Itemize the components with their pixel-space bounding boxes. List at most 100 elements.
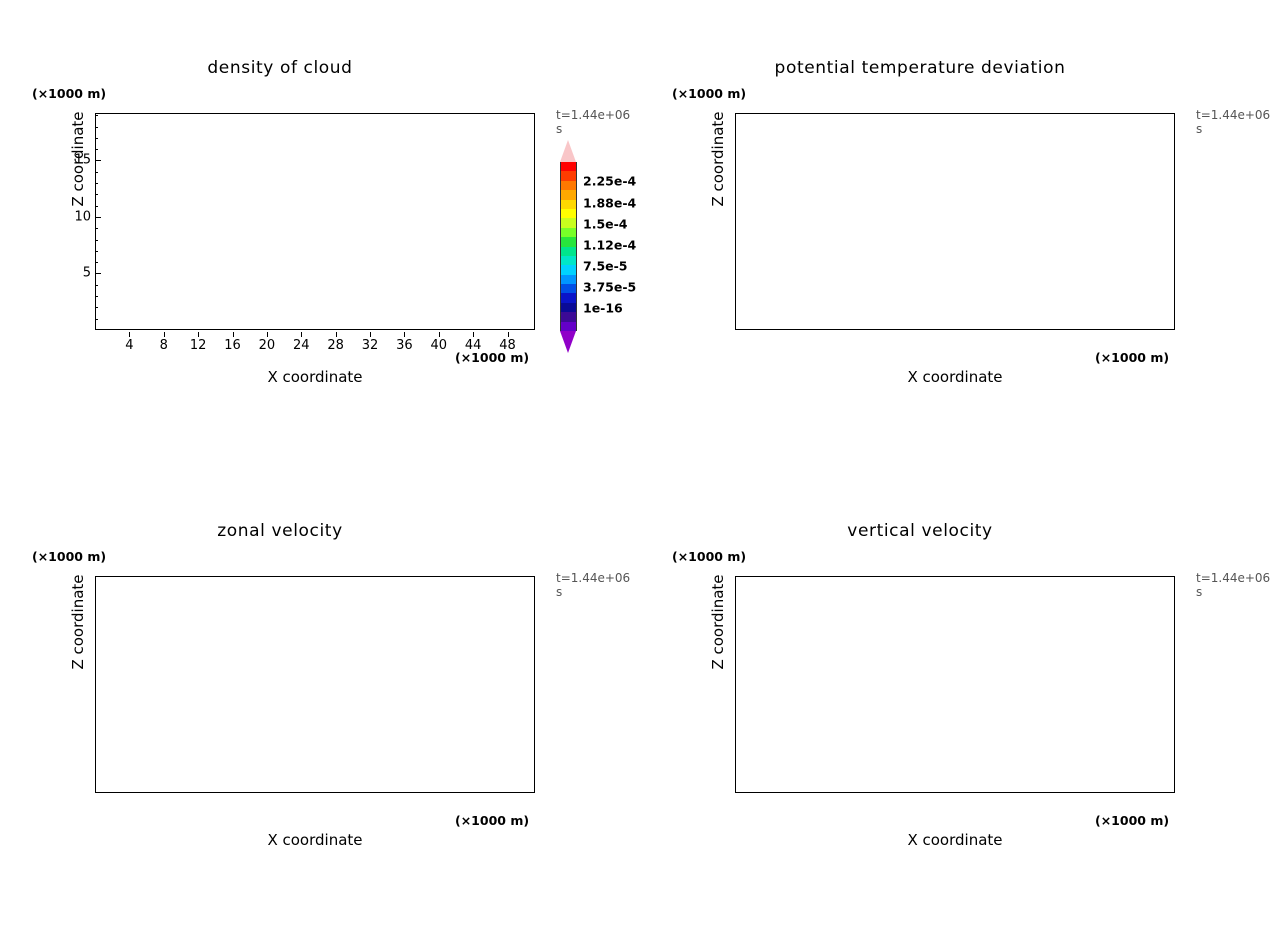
colorbar-tick-label: 1.88e-4 bbox=[583, 195, 637, 211]
y-axis-unit: (×1000 m) bbox=[32, 86, 107, 101]
y-tick-marks bbox=[95, 576, 102, 793]
y-minor-tick bbox=[95, 171, 98, 173]
colorbar-band bbox=[561, 237, 576, 247]
x-axis-label: X coordinate bbox=[907, 831, 1003, 849]
y-tick-label: 10 bbox=[74, 209, 91, 225]
x-tick-mark bbox=[198, 332, 200, 337]
x-tick-label: 44 bbox=[464, 338, 482, 353]
colorbar-band bbox=[561, 255, 576, 266]
y-minor-tick bbox=[95, 239, 98, 241]
y-minor-tick bbox=[95, 318, 98, 320]
colorbar-band bbox=[561, 218, 576, 228]
x-tick-mark bbox=[129, 332, 131, 337]
y-tick-label: 15 bbox=[74, 152, 91, 168]
panel-vertical-velocity: vertical velocity (×1000 m) t=1.44e+06 s… bbox=[640, 463, 1280, 926]
panel-title: zonal velocity bbox=[217, 521, 343, 541]
x-tick-mark bbox=[266, 332, 268, 337]
plot-area bbox=[735, 113, 1175, 330]
colorbar-max-arrow bbox=[560, 140, 576, 162]
y-axis-unit: (×1000 m) bbox=[32, 549, 107, 564]
y-minor-tick bbox=[95, 307, 98, 309]
contour-field bbox=[96, 114, 534, 329]
y-tick-labels bbox=[695, 113, 731, 330]
colorbar-band bbox=[561, 284, 576, 294]
y-tick-mark bbox=[95, 273, 101, 275]
panel-title: density of cloud bbox=[207, 58, 353, 78]
timestamp-label: t=1.44e+06 s bbox=[556, 108, 631, 136]
colorbar-tick-label: 1.12e-4 bbox=[583, 237, 637, 253]
x-tick-mark bbox=[473, 332, 475, 337]
x-tick-mark bbox=[404, 332, 406, 337]
x-tick-label: 40 bbox=[430, 338, 448, 353]
y-minor-tick bbox=[95, 149, 98, 151]
x-tick-label: 32 bbox=[361, 338, 379, 353]
x-axis-label: X coordinate bbox=[907, 368, 1003, 386]
y-minor-tick bbox=[95, 137, 98, 139]
colorbar-band bbox=[561, 190, 576, 200]
contour-field bbox=[96, 577, 534, 792]
x-tick-labels: 4 8 12 16 20 24 28 32 36 40 44 48 bbox=[95, 332, 535, 353]
y-tick-mark bbox=[95, 216, 101, 218]
x-tick-mark bbox=[438, 332, 440, 337]
x-tick-label: 28 bbox=[327, 338, 344, 353]
x-axis-unit: (×1000 m) bbox=[1095, 350, 1170, 365]
colorbar-band bbox=[561, 302, 576, 313]
y-tick-marks bbox=[735, 113, 742, 330]
x-tick-mark bbox=[335, 332, 337, 337]
y-minor-tick bbox=[95, 250, 98, 252]
x-tick-label: 48 bbox=[499, 338, 516, 353]
contour-field bbox=[736, 577, 1174, 792]
y-tick-labels bbox=[695, 576, 731, 793]
x-tick-labels bbox=[95, 795, 535, 815]
y-minor-tick bbox=[95, 262, 98, 264]
colorbar-band bbox=[561, 162, 576, 172]
colorbar-band bbox=[561, 312, 576, 322]
colorbar-band bbox=[561, 227, 576, 238]
plot-area bbox=[735, 576, 1175, 793]
colorbar bbox=[560, 140, 577, 354]
x-axis-label: X coordinate bbox=[267, 831, 363, 849]
colorbar-band bbox=[561, 265, 576, 275]
plot-area bbox=[95, 576, 535, 793]
panel-title: potential temperature deviation bbox=[774, 58, 1066, 78]
colorbar-tick-label: 1e-16 bbox=[583, 300, 623, 316]
x-tick-mark bbox=[163, 332, 165, 337]
x-tick-label: 4 bbox=[125, 338, 134, 353]
x-tick-label: 16 bbox=[224, 338, 241, 353]
y-minor-tick bbox=[95, 284, 98, 286]
x-tick-mark bbox=[232, 332, 234, 337]
x-axis-unit: (×1000 m) bbox=[455, 813, 530, 828]
panel-zonal-velocity: zonal velocity (×1000 m) t=1.44e+06 s Z … bbox=[0, 463, 640, 926]
contour-field bbox=[736, 114, 1174, 329]
y-minor-tick bbox=[95, 183, 98, 185]
y-tick-labels bbox=[55, 576, 91, 793]
y-axis-unit: (×1000 m) bbox=[672, 549, 747, 564]
y-minor-tick bbox=[95, 194, 98, 196]
x-tick-labels bbox=[735, 332, 1175, 352]
y-minor-tick bbox=[95, 126, 98, 128]
y-axis-unit: (×1000 m) bbox=[672, 86, 747, 101]
colorbar-tick-label: 3.75e-5 bbox=[583, 279, 637, 295]
colorbar-band bbox=[561, 199, 576, 209]
colorbar-gradient bbox=[560, 162, 577, 332]
y-tick-marks bbox=[95, 113, 102, 330]
y-minor-tick bbox=[95, 205, 98, 207]
x-tick-label: 8 bbox=[159, 338, 168, 353]
colorbar-tick-label: 2.25e-4 bbox=[583, 173, 637, 189]
y-tick-label: 5 bbox=[82, 265, 91, 281]
colorbar-band bbox=[561, 171, 576, 181]
y-minor-tick bbox=[95, 115, 98, 117]
y-minor-tick bbox=[95, 228, 98, 230]
colorbar-tick-label: 7.5e-5 bbox=[583, 258, 628, 274]
y-tick-labels: 5 10 15 bbox=[55, 113, 91, 330]
x-tick-mark bbox=[370, 332, 371, 337]
x-tick-label: 12 bbox=[189, 338, 207, 353]
colorbar-band bbox=[561, 208, 576, 219]
timestamp-label: t=1.44e+06 s bbox=[1196, 108, 1271, 136]
x-tick-mark bbox=[301, 332, 303, 337]
colorbar-band bbox=[561, 293, 576, 303]
colorbar-band bbox=[561, 180, 576, 191]
panel-title: vertical velocity bbox=[847, 521, 993, 541]
y-tick-mark bbox=[95, 160, 101, 162]
timestamp-label: t=1.44e+06 s bbox=[556, 571, 631, 599]
